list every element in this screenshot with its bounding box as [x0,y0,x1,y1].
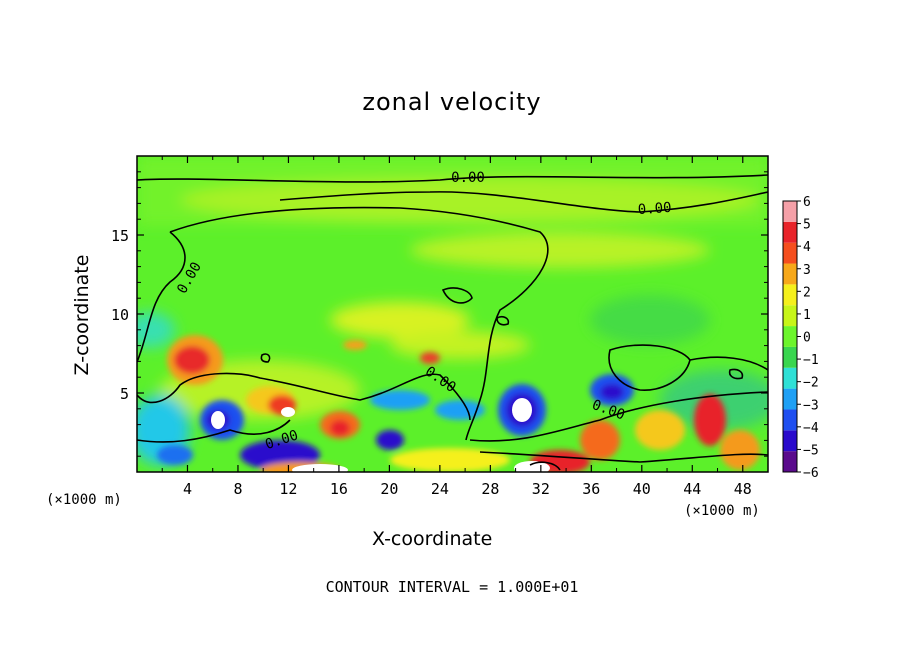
contour-label: 0.00 [637,200,672,218]
zero-contours [137,174,768,471]
y-tick-label: 10 [111,306,129,324]
x-tick-label: 44 [683,480,701,498]
x-unit-label-left: (×1000 m) [46,492,122,508]
x-tick-label: 48 [734,480,752,498]
contour-label: 0.00 [451,170,485,186]
colorbar-tick-label: 6 [803,195,811,210]
colorbar-band [783,430,797,452]
colorbar-band [783,451,797,472]
x-axis-label: X-coordinate [372,528,493,550]
x-tick-label: 36 [582,480,600,498]
colorbar-band [783,409,797,431]
colorbar-band [783,263,797,285]
y-tick-label: 5 [120,385,129,403]
y-axis-label: Z-coordinate [71,254,93,376]
x-axis: 4 8 12 16 20 24 28 32 36 40 44 48 [161,156,752,498]
colorbar-tick-label: −5 [803,443,819,458]
velocity-field [137,156,768,472]
colorbar-tick-label: 0 [803,331,811,346]
x-tick-label: 8 [233,480,242,498]
chart-title: zonal velocity [362,88,542,116]
colorbar-tick-label: 4 [803,240,811,255]
colorbar-band [783,201,797,222]
x-tick-label: 40 [633,480,651,498]
colorbar-tick-label: −2 [803,376,819,391]
colorbar-tick-label: −1 [803,353,819,368]
colorbar-tick-label: 1 [803,308,811,323]
y-tick-label: 15 [111,227,129,245]
x-tick-label: 4 [183,480,192,498]
x-tick-label: 32 [532,480,550,498]
x-tick-label: 16 [330,480,348,498]
x-tick-label: 28 [481,480,499,498]
colorbar-band [783,388,797,410]
x-tick-label: 24 [431,480,449,498]
y-axis: 5 10 15 [111,171,768,457]
colorbar-tick-label: −4 [803,421,819,436]
x-unit-label-right: (×1000 m) [684,503,760,519]
x-tick-label: 20 [380,480,398,498]
colorbar-tick-label: −6 [803,466,819,481]
colorbar-tick-label: 3 [803,263,811,278]
colorbar-band [783,326,797,347]
colorbar: 6 5 4 3 2 1 0 −1 −2 −3 −4 −5 −6 [782,195,819,481]
colorbar-band [783,305,797,327]
colorbar-band [783,284,797,306]
colorbar-band [783,346,797,368]
colorbar-band [783,367,797,389]
contour-interval-note: CONTOUR INTERVAL = 1.000E+01 [325,578,579,596]
x-tick-label: 12 [279,480,297,498]
colorbar-band [783,221,797,243]
colorbar-tick-label: −3 [803,398,819,413]
colorbar-band [783,242,797,264]
colorbar-tick-label: 5 [803,218,811,233]
colorbar-tick-label: 2 [803,285,811,300]
